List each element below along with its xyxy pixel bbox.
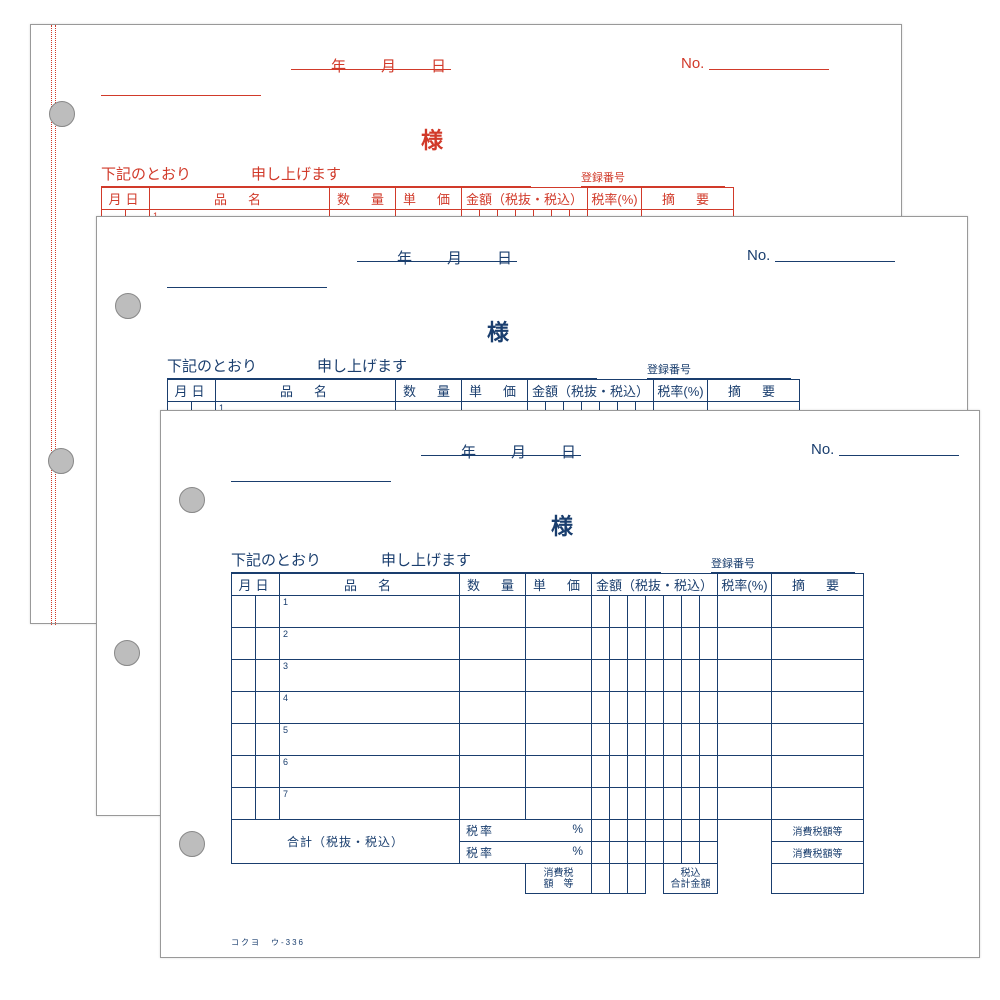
item-table: 月日品 名数 量単 価金額（税抜・税込）税率(%)摘 要1234567合計（税抜… — [231, 573, 864, 894]
table-header-cell: 金額（税抜・税込） — [528, 380, 654, 402]
table-row: 4 — [232, 692, 864, 724]
receipt-sheet-2: 年月日No.様下記のとおり申し上げます登録番号コクヨ ウ-336月日品 名数 量… — [160, 410, 980, 958]
consumption-tax-label: 消費税額等 — [772, 820, 864, 842]
table-header-cell: 税率(%) — [588, 188, 642, 210]
table-row: 1 — [232, 596, 864, 628]
table-header-cell: 月日 — [102, 188, 150, 210]
table-header-cell: 品 名 — [150, 188, 330, 210]
punch-hole — [48, 448, 74, 474]
total-label: 合計（税抜・税込） — [232, 820, 460, 864]
consumption-tax-box: 消費税 額 等 — [526, 864, 592, 894]
punch-hole — [179, 487, 205, 513]
table-header-cell: 数 量 — [330, 188, 396, 210]
table-header-cell: 税率(%) — [718, 574, 772, 596]
registration-number: 登録番号 — [711, 555, 855, 573]
punch-hole — [179, 831, 205, 857]
table-row: 6 — [232, 756, 864, 788]
table-header-cell: 数 量 — [460, 574, 526, 596]
table-header-cell: 月日 — [232, 574, 280, 596]
table-header-cell: 単 価 — [462, 380, 528, 402]
punch-hole — [49, 101, 75, 127]
intro-line: 下記のとおり申し上げます — [167, 355, 597, 379]
no-label: No. — [681, 55, 704, 72]
punch-hole — [115, 293, 141, 319]
punch-hole — [114, 640, 140, 666]
registration-number: 登録番号 — [647, 361, 791, 379]
table-row: 7 — [232, 788, 864, 820]
table-header-cell: 税率(%) — [654, 380, 708, 402]
intro-line: 下記のとおり申し上げます — [101, 163, 531, 187]
table-header-cell: 単 価 — [526, 574, 592, 596]
table-header-cell: 摘 要 — [772, 574, 864, 596]
table-row: 5 — [232, 724, 864, 756]
no-label: No. — [811, 441, 834, 458]
intro-line: 下記のとおり申し上げます — [231, 549, 661, 573]
table-header-cell: 品 名 — [280, 574, 460, 596]
table-header-cell: 金額（税抜・税込） — [592, 574, 718, 596]
table-row: 3 — [232, 660, 864, 692]
table-row: 2 — [232, 628, 864, 660]
sama-label: 様 — [551, 509, 573, 541]
table-header-cell: 数 量 — [396, 380, 462, 402]
table-header-cell: 金額（税抜・税込） — [462, 188, 588, 210]
consumption-tax-label: 消費税額等 — [772, 842, 864, 864]
sama-label: 様 — [487, 315, 509, 347]
sama-label: 様 — [421, 123, 443, 155]
table-header-cell: 摘 要 — [708, 380, 800, 402]
table-header-cell: 月日 — [168, 380, 216, 402]
grand-total-label: 税込 合計金額 — [664, 864, 718, 894]
table-header-cell: 単 価 — [396, 188, 462, 210]
table-header-cell: 品 名 — [216, 380, 396, 402]
product-code: コクヨ ウ-336 — [231, 937, 305, 948]
table-header-cell: 摘 要 — [642, 188, 734, 210]
registration-number: 登録番号 — [581, 169, 725, 187]
no-label: No. — [747, 247, 770, 264]
